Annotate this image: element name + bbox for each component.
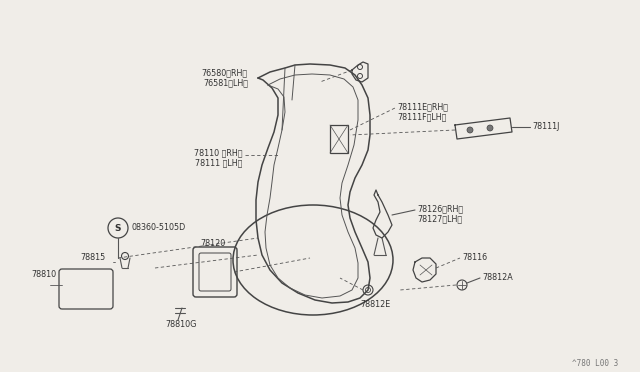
Text: S: S xyxy=(115,224,121,232)
Circle shape xyxy=(487,125,493,131)
Text: 78111J: 78111J xyxy=(532,122,559,131)
Circle shape xyxy=(467,127,473,133)
Text: 78116: 78116 xyxy=(462,253,487,262)
Text: 78812A: 78812A xyxy=(482,273,513,282)
Text: 78126〈RH〉
78127〈LH〉: 78126〈RH〉 78127〈LH〉 xyxy=(417,204,463,224)
Text: 78812E: 78812E xyxy=(360,300,390,309)
Text: ^780 L00 3: ^780 L00 3 xyxy=(572,359,618,368)
Text: 78815: 78815 xyxy=(80,253,105,263)
Text: 78110 〈RH〉
78111 〈LH〉: 78110 〈RH〉 78111 〈LH〉 xyxy=(193,148,242,167)
Text: 78810G: 78810G xyxy=(165,320,196,329)
Text: 78120: 78120 xyxy=(200,239,225,248)
Text: 78111E〈RH〉
78111F〈LH〉: 78111E〈RH〉 78111F〈LH〉 xyxy=(397,102,448,121)
Text: 78810: 78810 xyxy=(31,270,56,279)
Text: 76580〈RH〉
76581〈LH〉: 76580〈RH〉 76581〈LH〉 xyxy=(202,68,248,87)
Text: 08360-5105D: 08360-5105D xyxy=(132,223,186,232)
